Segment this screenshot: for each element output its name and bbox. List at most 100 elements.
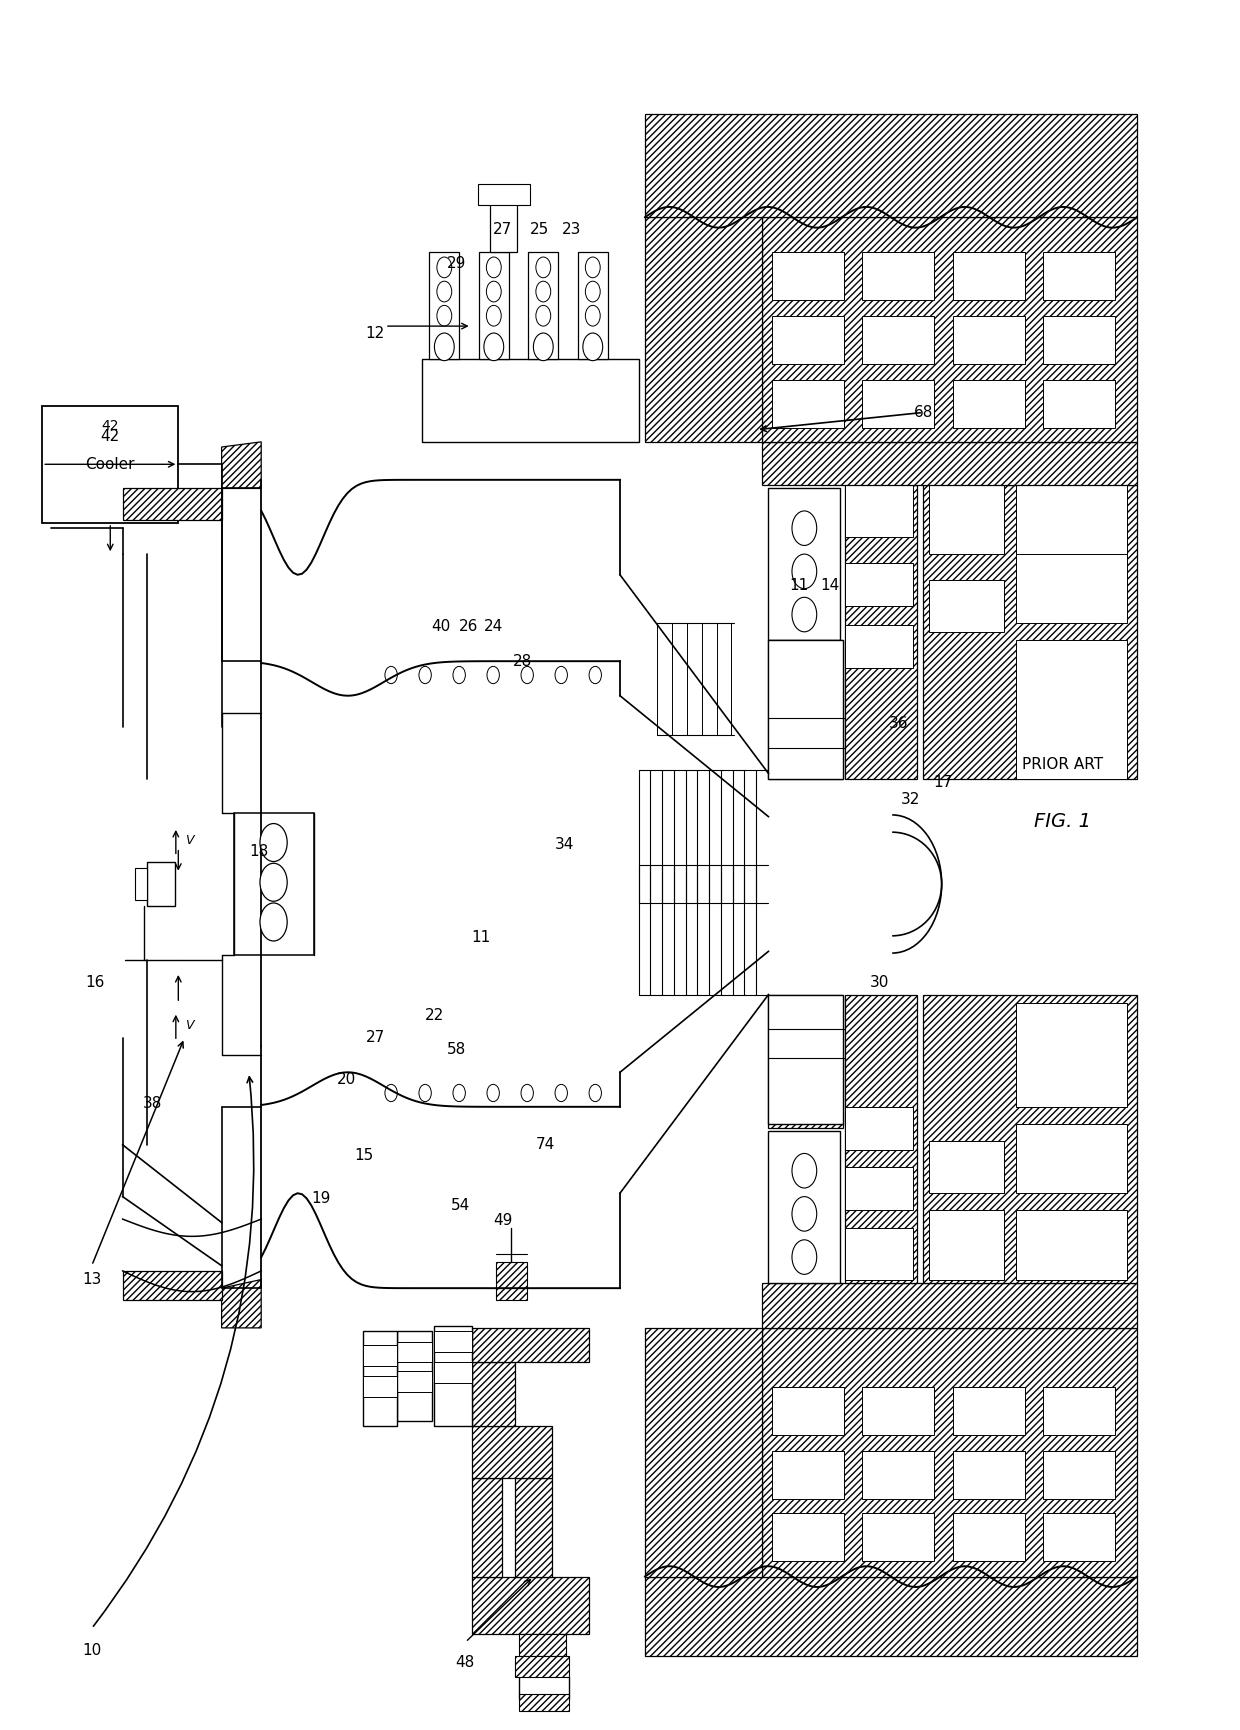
Text: 26: 26 bbox=[459, 619, 479, 635]
Bar bbox=[773, 1387, 844, 1434]
Text: 16: 16 bbox=[86, 976, 105, 990]
Bar bbox=[518, 1694, 569, 1711]
Text: 58: 58 bbox=[448, 1041, 466, 1057]
Text: PRIOR ART: PRIOR ART bbox=[1022, 758, 1104, 772]
Polygon shape bbox=[222, 441, 262, 488]
Text: 74: 74 bbox=[536, 1137, 556, 1152]
Bar bbox=[773, 317, 844, 363]
Text: 18: 18 bbox=[249, 844, 268, 858]
Bar bbox=[863, 317, 934, 363]
Text: 30: 30 bbox=[870, 976, 889, 990]
Bar bbox=[42, 405, 179, 522]
Text: 29: 29 bbox=[446, 256, 466, 272]
Circle shape bbox=[453, 666, 465, 683]
Circle shape bbox=[536, 282, 551, 303]
Circle shape bbox=[434, 332, 454, 360]
Polygon shape bbox=[471, 1363, 515, 1426]
Text: V: V bbox=[185, 1019, 193, 1033]
Bar bbox=[434, 1363, 471, 1384]
Circle shape bbox=[792, 510, 817, 545]
Bar bbox=[1016, 554, 1127, 623]
Text: 49: 49 bbox=[492, 1213, 512, 1228]
Polygon shape bbox=[923, 484, 1137, 778]
Circle shape bbox=[792, 1154, 817, 1189]
Circle shape bbox=[486, 306, 501, 327]
Circle shape bbox=[260, 903, 288, 941]
Polygon shape bbox=[769, 995, 843, 1128]
Bar bbox=[952, 253, 1024, 301]
Bar bbox=[515, 1656, 569, 1676]
Bar bbox=[234, 813, 315, 955]
Text: 27: 27 bbox=[492, 221, 512, 237]
Text: 54: 54 bbox=[451, 1197, 470, 1213]
Bar bbox=[863, 253, 934, 301]
Text: 42: 42 bbox=[102, 419, 119, 432]
Bar bbox=[429, 253, 459, 358]
Bar bbox=[952, 1450, 1024, 1498]
Bar bbox=[1016, 484, 1127, 554]
Polygon shape bbox=[645, 218, 763, 441]
Text: 15: 15 bbox=[355, 1147, 373, 1163]
Circle shape bbox=[585, 306, 600, 327]
Circle shape bbox=[533, 332, 553, 360]
Text: 20: 20 bbox=[337, 1071, 356, 1086]
Text: 40: 40 bbox=[432, 619, 450, 635]
Polygon shape bbox=[471, 1426, 552, 1477]
Polygon shape bbox=[846, 995, 916, 1284]
Bar bbox=[490, 201, 517, 253]
Polygon shape bbox=[471, 1576, 589, 1633]
Bar bbox=[434, 1327, 471, 1426]
Circle shape bbox=[487, 666, 500, 683]
Bar bbox=[929, 484, 1003, 554]
Bar bbox=[1043, 253, 1115, 301]
Circle shape bbox=[384, 1085, 397, 1102]
Polygon shape bbox=[769, 640, 843, 778]
Bar bbox=[518, 1633, 565, 1656]
Circle shape bbox=[556, 666, 568, 683]
Text: 11: 11 bbox=[471, 931, 491, 945]
Polygon shape bbox=[763, 441, 1137, 484]
Circle shape bbox=[419, 1085, 432, 1102]
Polygon shape bbox=[923, 995, 1137, 1284]
Circle shape bbox=[486, 282, 501, 303]
Circle shape bbox=[792, 597, 817, 631]
Bar bbox=[578, 253, 608, 358]
Bar bbox=[1043, 317, 1115, 363]
Bar bbox=[952, 379, 1024, 427]
Bar bbox=[148, 862, 175, 907]
Bar bbox=[1043, 1387, 1115, 1434]
Circle shape bbox=[436, 282, 451, 303]
Text: 14: 14 bbox=[821, 578, 839, 593]
Circle shape bbox=[792, 1197, 817, 1232]
Text: 34: 34 bbox=[554, 837, 574, 851]
Bar bbox=[773, 1512, 844, 1560]
Bar bbox=[846, 562, 913, 606]
Circle shape bbox=[589, 1085, 601, 1102]
Polygon shape bbox=[471, 1329, 589, 1363]
Bar bbox=[1016, 1211, 1127, 1280]
Bar bbox=[135, 868, 148, 900]
Text: 36: 36 bbox=[889, 716, 908, 730]
Bar bbox=[769, 640, 843, 778]
Circle shape bbox=[487, 1085, 500, 1102]
Text: FIG. 1: FIG. 1 bbox=[1034, 813, 1091, 832]
Circle shape bbox=[384, 666, 397, 683]
Bar bbox=[496, 1263, 527, 1301]
Circle shape bbox=[436, 306, 451, 327]
Bar bbox=[846, 625, 913, 668]
Bar bbox=[846, 484, 913, 536]
Text: 48: 48 bbox=[456, 1656, 475, 1671]
Bar bbox=[362, 1377, 397, 1398]
Bar bbox=[846, 1107, 913, 1150]
Bar bbox=[422, 358, 639, 441]
Text: 10: 10 bbox=[82, 1644, 102, 1659]
Polygon shape bbox=[846, 484, 916, 778]
Bar bbox=[769, 995, 843, 1124]
Bar bbox=[929, 1211, 1003, 1280]
Bar bbox=[397, 1332, 432, 1420]
Circle shape bbox=[260, 863, 288, 901]
Polygon shape bbox=[763, 1329, 1137, 1576]
Polygon shape bbox=[763, 218, 1137, 441]
Bar bbox=[863, 1450, 934, 1498]
Bar bbox=[434, 1332, 471, 1353]
